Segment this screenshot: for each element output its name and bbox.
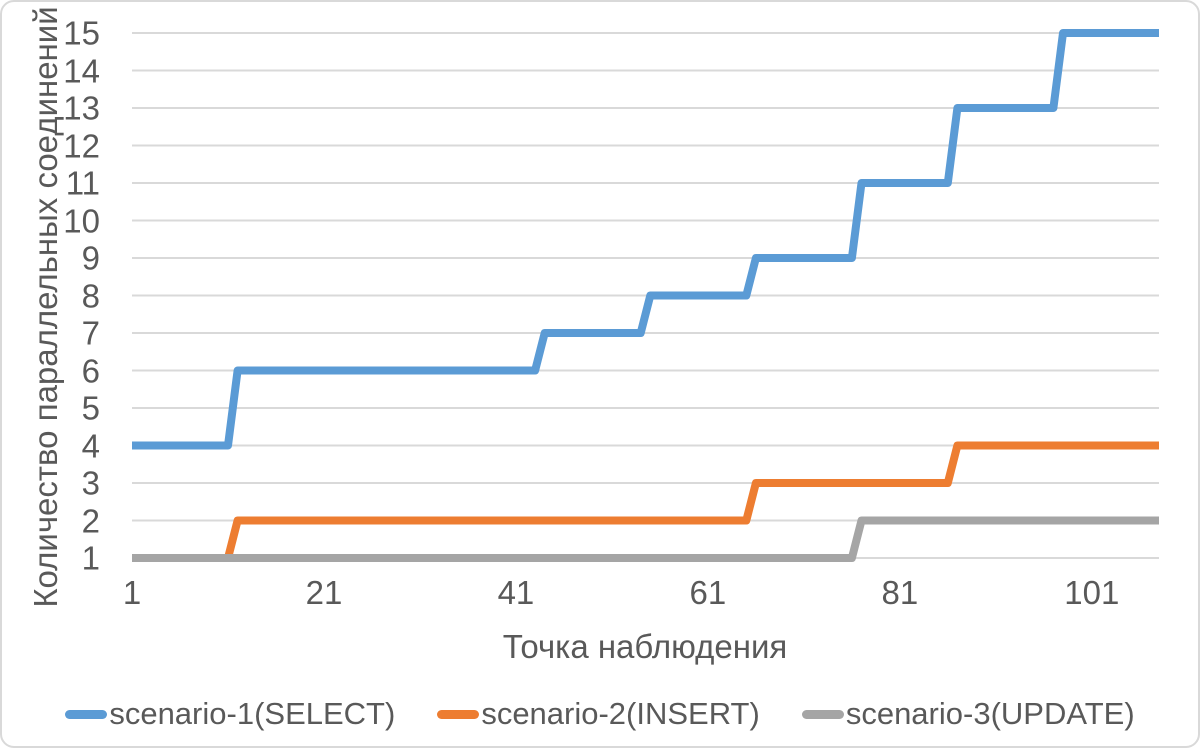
y-tick-label: 6 — [81, 352, 100, 389]
series-line-3 — [132, 516, 1159, 562]
y-tick-label: 8 — [81, 277, 100, 314]
legend: scenario-1(SELECT) scenario-2(INSERT) scen… — [2, 696, 1198, 732]
y-tick-label: 14 — [63, 52, 100, 89]
y-tick-label: 3 — [81, 464, 100, 502]
legend-label: scenario-2(INSERT) — [481, 696, 760, 731]
legend-label: scenario-1(SELECT) — [109, 696, 396, 731]
y-tick-label: 9 — [81, 239, 100, 277]
legend-dash-icon — [801, 709, 844, 719]
x-tick-label: 41 — [497, 574, 535, 611]
legend-item-3: scenario-3(UPDATE) — [801, 696, 1135, 732]
legend-item-1: scenario-1(SELECT) — [65, 696, 395, 732]
y-tick-label: 13 — [63, 89, 100, 127]
series-line-1 — [132, 29, 1159, 450]
y-tick-label: 10 — [63, 202, 100, 239]
y-tick-label: 7 — [81, 314, 100, 352]
y-tick-label: 4 — [81, 427, 100, 464]
y-tick-label: 1 — [81, 539, 100, 577]
series-line-2 — [132, 441, 1159, 562]
x-tick-label: 61 — [689, 574, 727, 611]
x-tick-label: 1 — [122, 574, 142, 611]
legend-dash-icon — [437, 709, 480, 719]
legend-dash-icon — [65, 709, 108, 719]
x-axis-title: Точка наблюдения — [502, 628, 788, 665]
legend-label: scenario-3(UPDATE) — [845, 696, 1135, 731]
y-tick-label: 15 — [63, 14, 100, 52]
y-tick-label: 5 — [81, 389, 100, 427]
x-tick-label: 81 — [881, 574, 919, 611]
y-tick-label: 11 — [65, 164, 100, 202]
legend-item-2: scenario-2(INSERT) — [437, 696, 760, 732]
y-tick-label: 2 — [81, 502, 100, 539]
x-tick-label: 101 — [1064, 574, 1120, 611]
x-tick-label: 21 — [305, 574, 343, 611]
y-tick-label: 12 — [63, 127, 100, 164]
